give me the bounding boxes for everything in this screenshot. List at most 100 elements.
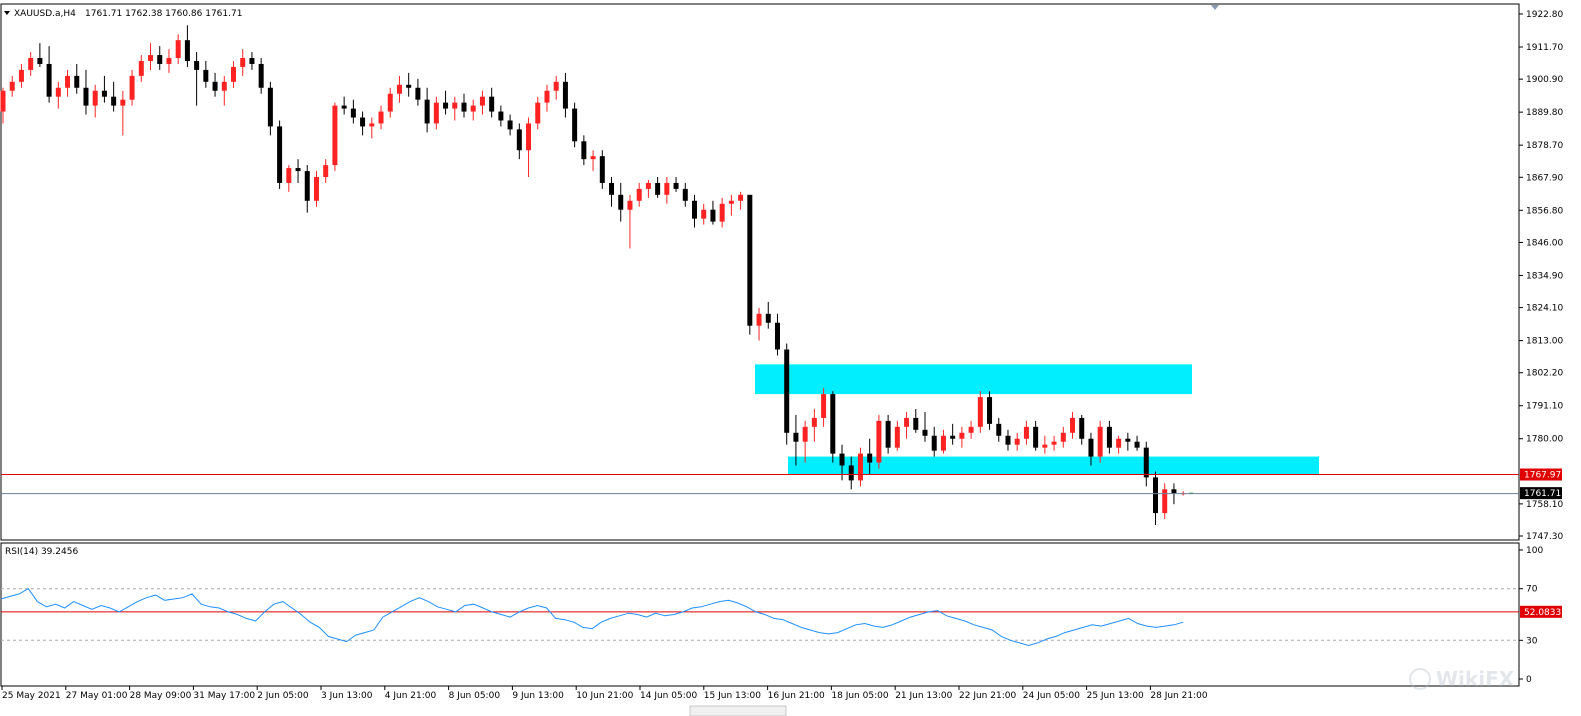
candle: [46, 46, 52, 103]
candle-body: [240, 58, 246, 67]
time-label: 2 Jun 05:00: [257, 691, 309, 701]
time-label: 14 Jun 05:00: [640, 691, 697, 701]
symbol-dropdown-icon[interactable]: [4, 11, 10, 15]
candle-body: [977, 397, 983, 427]
red-line-price-tag: 1767.97: [1524, 471, 1561, 481]
candle: [92, 84, 98, 118]
price-label: 1889.80: [1526, 108, 1563, 118]
candle-body: [369, 123, 375, 127]
candle-body: [553, 81, 559, 91]
current-price-tag-bg: [1520, 487, 1562, 500]
candle-body: [1116, 438, 1122, 448]
candle: [609, 176, 615, 207]
time-label: 31 May 17:00: [193, 691, 255, 701]
horizontal-scrollbar[interactable]: [689, 705, 787, 716]
candle: [341, 96, 347, 115]
candle: [277, 120, 283, 189]
candle-body: [129, 75, 135, 100]
candle: [950, 423, 956, 445]
zone-rect[interactable]: [755, 364, 1192, 395]
candle-body: [535, 102, 541, 124]
candle: [148, 43, 154, 70]
time-label: 25 May 2021: [2, 691, 61, 701]
candle-body: [904, 417, 910, 427]
candle: [507, 114, 513, 136]
candle-body: [811, 417, 817, 427]
candle: [489, 87, 495, 118]
candle-body: [728, 200, 734, 204]
candle-body: [424, 99, 430, 124]
candle-body: [341, 105, 347, 109]
candle: [203, 60, 209, 88]
price-label: 1856.80: [1526, 206, 1563, 216]
candle-body: [664, 182, 670, 195]
time-label: 24 Jun 05:00: [1023, 691, 1080, 701]
candle-body: [1143, 447, 1149, 478]
candle-body: [221, 81, 227, 91]
price-axis[interactable]: 1922.80 1911.70 1900.90 1889.80 1878.70 1867.…: [1519, 10, 1563, 542]
candle: [9, 75, 15, 97]
price-tags: 1767.97 1761.71: [1520, 468, 1562, 500]
candle-body: [387, 93, 393, 112]
candle: [1153, 471, 1158, 525]
candle: [968, 420, 974, 439]
time-label: 10 Jun 21:00: [576, 691, 633, 701]
candle-body: [526, 123, 532, 151]
candle: [221, 75, 227, 106]
candle: [618, 182, 624, 222]
candle: [1162, 483, 1168, 520]
candle: [627, 194, 633, 249]
candle-body: [406, 84, 412, 88]
zone-rect[interactable]: [788, 456, 1319, 475]
chart-shift-marker-icon[interactable]: [1211, 5, 1219, 10]
candle-body: [940, 435, 946, 451]
price-label: 1802.20: [1526, 369, 1563, 379]
candle-body: [304, 171, 310, 201]
candle-body: [378, 111, 384, 124]
current-price-tag: 1761.71: [1524, 489, 1561, 499]
candle: [774, 313, 780, 356]
time-label: 21 Jun 13:00: [895, 691, 952, 701]
candle: [682, 182, 688, 207]
candle: [765, 301, 771, 329]
candle: [857, 447, 863, 487]
candle: [129, 69, 135, 106]
candle-body: [1060, 432, 1066, 442]
candle-body: [1106, 426, 1112, 448]
candle-body: [231, 66, 236, 82]
candle-body: [968, 426, 974, 433]
price-panel[interactable]: [0, 3, 1520, 541]
candle-body: [479, 96, 485, 106]
time-axis[interactable]: 25 May 2021 27 May 01:00 28 May 09:00 31 Ma…: [1, 686, 1208, 701]
candle: [498, 105, 504, 127]
candlesticks: [0, 25, 1194, 525]
candle-body: [784, 349, 790, 433]
candle-body: [1125, 438, 1131, 442]
ohlc-readout: 1761.71 1762.38 1760.86 1761.71: [85, 9, 242, 19]
candle-body: [277, 126, 283, 183]
candle-body: [572, 108, 578, 142]
candle: [1023, 420, 1029, 445]
candle: [470, 99, 476, 121]
candle: [894, 420, 900, 451]
candle: [590, 150, 596, 172]
candle-body: [396, 84, 402, 94]
candle: [18, 63, 24, 88]
candle: [83, 69, 89, 115]
candle-body: [295, 168, 301, 172]
candle: [719, 197, 725, 228]
candle: [212, 72, 218, 97]
candle-body: [157, 55, 163, 64]
candle-body: [37, 58, 43, 64]
candle-body: [645, 182, 651, 189]
rsi-panel[interactable]: [0, 542, 1520, 687]
candle-body: [452, 102, 458, 109]
candle: [157, 46, 163, 70]
candle: [913, 408, 919, 433]
price-label: 1791.10: [1526, 402, 1563, 412]
candle-body: [996, 423, 1002, 436]
rsi-axis-label: 100: [1526, 546, 1543, 556]
candle-body: [258, 63, 264, 88]
rsi-axis: 100 70 30 0 52.0833: [1519, 546, 1562, 685]
